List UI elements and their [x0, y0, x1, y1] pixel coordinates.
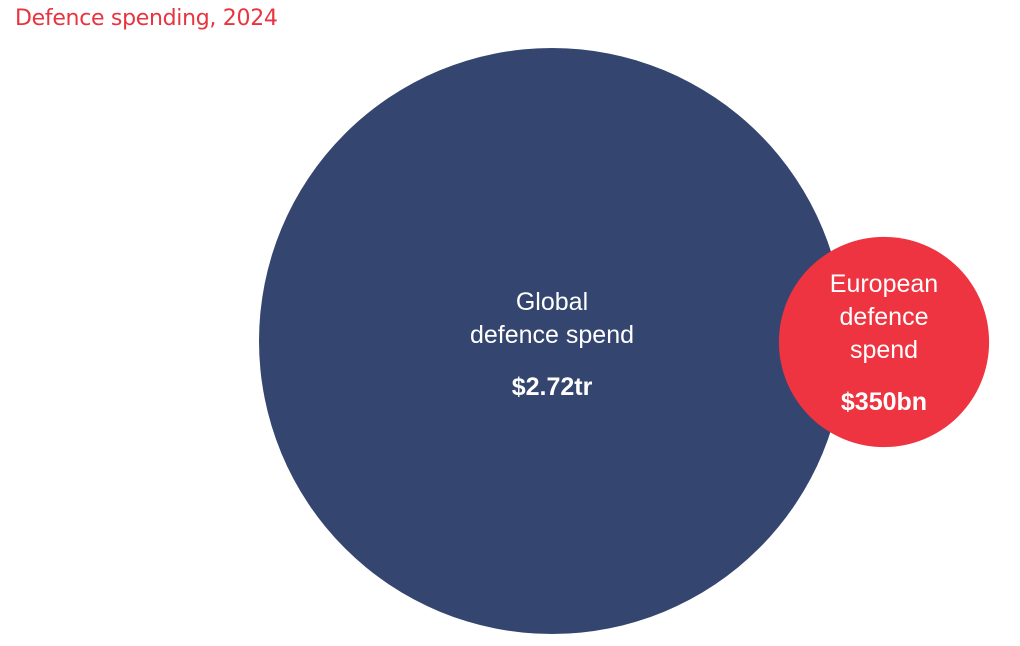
- bubble-name-line: defence: [840, 303, 929, 331]
- bubble-name-line: European: [830, 270, 938, 298]
- bubble-global-defence-spend: Global defence spend $2.72tr: [259, 48, 845, 634]
- bubble-name-line: defence spend: [470, 321, 634, 349]
- bubble-circle-global-defence-spend: [259, 48, 845, 634]
- bubble-name-line: spend: [850, 336, 918, 364]
- bubble-european-defence-spend: European defence spend $350bn: [778, 236, 990, 448]
- bubble-circle-european-defence-spend: [778, 236, 990, 448]
- chart-title: Defence spending, 2024: [15, 6, 278, 31]
- bubble-name-line: Global: [516, 288, 588, 316]
- bubble-value-label: $2.72tr: [512, 373, 593, 401]
- bubble-value-label: $350bn: [841, 388, 927, 416]
